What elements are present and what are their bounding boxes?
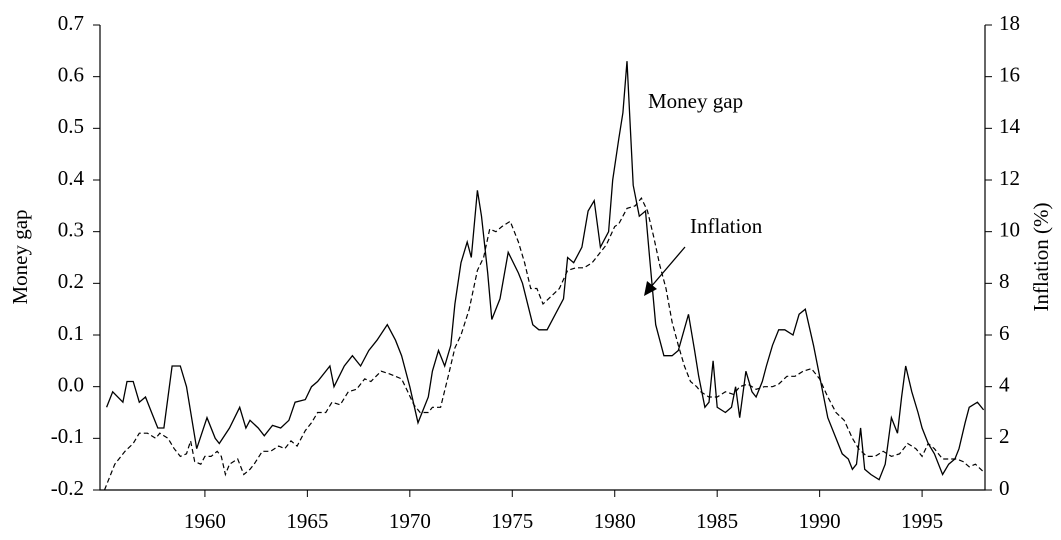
x-tick-label: 1965 bbox=[286, 509, 328, 533]
y2-tick-label: 0 bbox=[999, 476, 1010, 500]
x-tick-label: 1970 bbox=[389, 509, 431, 533]
y2-tick-label: 8 bbox=[999, 269, 1010, 293]
y-axis-label: Money gap bbox=[8, 209, 32, 304]
y2-axis-label: Inflation (%) bbox=[1029, 202, 1053, 311]
axis-frame bbox=[99, 25, 986, 491]
y2-tick-label: 12 bbox=[999, 166, 1020, 190]
y2-tick-label: 2 bbox=[999, 424, 1010, 448]
y-tick-label: 0.0 bbox=[58, 372, 84, 396]
y-tick-label: 0.2 bbox=[58, 269, 84, 293]
series-line bbox=[103, 196, 985, 491]
x-tick-label: 1995 bbox=[901, 509, 943, 533]
x-tick-label: 1960 bbox=[184, 509, 226, 533]
arrow-head bbox=[644, 281, 657, 296]
y-tick-label: 0.7 bbox=[58, 11, 84, 35]
y-tick-label: 0.5 bbox=[58, 114, 84, 138]
x-tick-label: 1980 bbox=[594, 509, 636, 533]
y-tick-label: 0.1 bbox=[58, 321, 84, 345]
annotation: Money gap bbox=[648, 89, 743, 113]
y2-tick-label: 16 bbox=[999, 62, 1020, 86]
y2-tick-label: 6 bbox=[999, 321, 1010, 345]
y2-tick-label: 18 bbox=[999, 11, 1020, 35]
y2-tick-label: 10 bbox=[999, 217, 1020, 241]
y-tick-label: -0.2 bbox=[51, 476, 84, 500]
y2-tick-label: 14 bbox=[999, 114, 1021, 138]
y-tick-label: 0.6 bbox=[58, 62, 84, 86]
y2-tick-label: 4 bbox=[999, 372, 1010, 396]
series-line bbox=[105, 61, 985, 481]
annotation: Inflation bbox=[690, 214, 763, 238]
y-tick-label: 0.3 bbox=[58, 217, 84, 241]
x-tick-label: 1985 bbox=[696, 509, 738, 533]
arrow-line bbox=[649, 246, 686, 289]
y-tick-label: 0.4 bbox=[58, 166, 85, 190]
x-tick-label: 1990 bbox=[799, 509, 841, 533]
x-tick-label: 1975 bbox=[491, 509, 533, 533]
y-tick-label: -0.1 bbox=[51, 424, 84, 448]
